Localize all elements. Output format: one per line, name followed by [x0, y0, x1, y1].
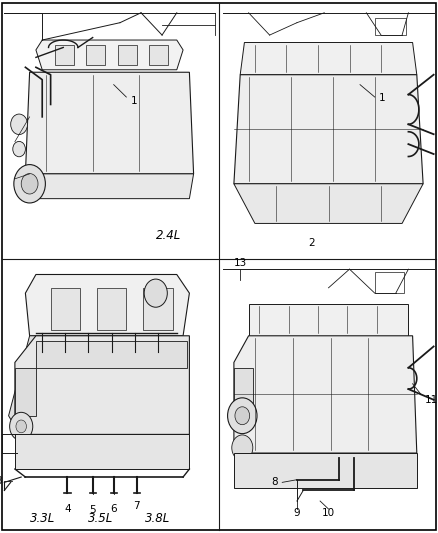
Text: 3.3L: 3.3L [30, 512, 55, 525]
Circle shape [232, 435, 253, 461]
Bar [118, 45, 137, 65]
Bar [143, 288, 173, 330]
Circle shape [235, 407, 250, 425]
Polygon shape [36, 40, 183, 70]
Polygon shape [25, 72, 194, 174]
Bar [86, 45, 105, 65]
Polygon shape [15, 434, 189, 469]
Text: 2: 2 [308, 238, 315, 248]
Bar [97, 288, 126, 330]
Polygon shape [9, 336, 36, 426]
Circle shape [10, 413, 33, 440]
Text: 10: 10 [322, 508, 335, 518]
Text: 8: 8 [272, 478, 278, 487]
Text: 13: 13 [233, 258, 247, 268]
Polygon shape [25, 174, 194, 199]
Polygon shape [234, 184, 423, 223]
Bar [375, 272, 404, 293]
Bar [234, 368, 253, 408]
Polygon shape [240, 43, 417, 75]
Text: 9: 9 [293, 508, 300, 518]
Polygon shape [15, 336, 189, 434]
Bar [51, 288, 80, 330]
Text: 11: 11 [425, 395, 438, 405]
Bar [55, 45, 74, 65]
Text: 2.4L: 2.4L [156, 229, 181, 243]
Text: 1: 1 [379, 93, 385, 103]
Circle shape [16, 420, 26, 433]
Polygon shape [249, 304, 408, 336]
Text: 5: 5 [89, 505, 96, 515]
Circle shape [13, 141, 25, 157]
Text: 6: 6 [110, 504, 117, 514]
Bar [15, 368, 36, 416]
Bar [375, 18, 406, 35]
Circle shape [228, 398, 257, 434]
Bar [149, 45, 168, 65]
Polygon shape [25, 274, 189, 336]
Circle shape [21, 174, 38, 194]
Text: 7: 7 [134, 501, 140, 511]
Circle shape [14, 165, 46, 203]
Polygon shape [234, 453, 417, 488]
Text: 3.8L: 3.8L [145, 512, 170, 525]
Text: 3.5L: 3.5L [88, 512, 114, 525]
Polygon shape [234, 75, 423, 184]
Text: 4: 4 [64, 504, 71, 514]
Text: 1: 1 [131, 96, 137, 106]
Circle shape [144, 279, 167, 307]
Text: 3: 3 [0, 476, 2, 486]
Polygon shape [234, 336, 417, 453]
Bar [36, 341, 187, 368]
Circle shape [11, 114, 28, 134]
